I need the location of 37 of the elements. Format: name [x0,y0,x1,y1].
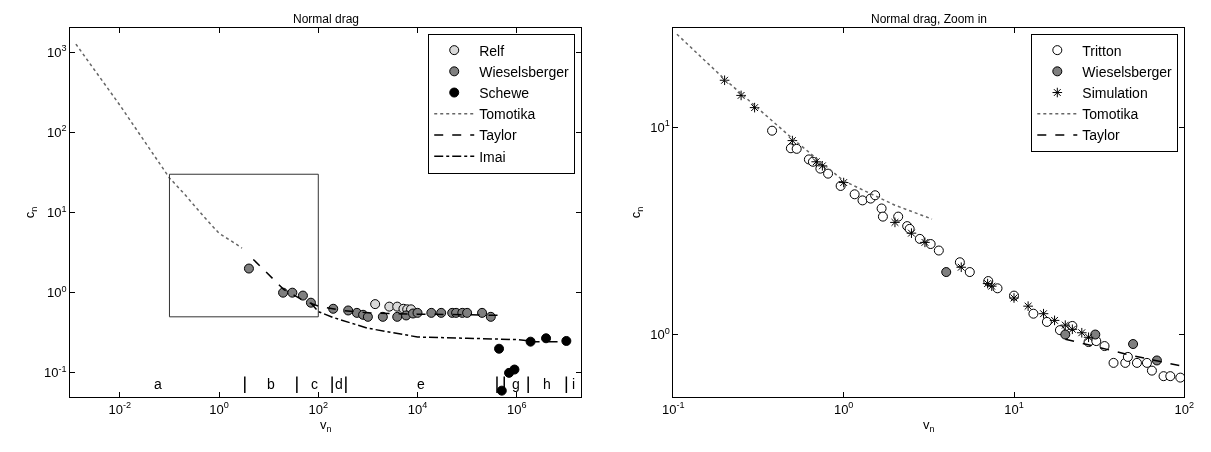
legend-label: Tomotika [479,106,536,123]
legend-label: Wieselsberger [479,63,570,80]
annotation: c [311,376,318,392]
legend-label: Tomotika [1082,106,1139,123]
y-tick-label: 10$^{1}$ [47,203,67,221]
x-tick-label: 10$^{0}$ [209,400,229,417]
annotation: a [154,376,162,392]
x-tick-label: 10$^{2}$ [1174,400,1195,417]
legend-label: Wieselsberger [1082,63,1173,80]
y-tick-label: 10$^{-1}$ [44,363,67,381]
y-tick-label: 10$^{3}$ [47,43,67,60]
legend-label: Simulation [1082,84,1148,101]
legend-label: Schewe [479,84,530,101]
annotation: e [417,376,425,392]
legend-label: Taylor [1082,127,1120,144]
legend-label: Tritton [1082,42,1122,59]
x-tick-label: 10$^{0}$ [833,400,854,417]
x-tick-label: 10$^{4}$ [407,400,428,417]
legend-label: Taylor [479,127,517,144]
chart-title: Normal drag, Zoom in [871,12,988,26]
x-tick-label: 10$^{-1}$ [662,400,685,417]
x-axis-title: v$_{n}$ [923,417,935,434]
annotation: h [543,376,551,392]
x-tick-label: 10$^{1}$ [1004,400,1024,417]
chart-title: Normal drag [293,12,360,26]
x-tick-label: 10$^{2}$ [308,400,329,417]
legend-label: Relf [479,42,505,59]
annotation: b [267,376,275,392]
legend-label: Imai [479,148,506,165]
x-tick-label: 10$^{-2}$ [108,400,132,417]
y-tick-label: 10$^{0}$ [47,283,67,301]
annotation: g [512,376,520,392]
annotation: d [335,376,343,392]
annotation: i [572,376,576,392]
y-tick-label: 10$^{2}$ [47,123,67,140]
x-axis-title: v$_{n}$ [319,417,332,434]
x-tick-label: 10$^{6}$ [506,400,527,417]
